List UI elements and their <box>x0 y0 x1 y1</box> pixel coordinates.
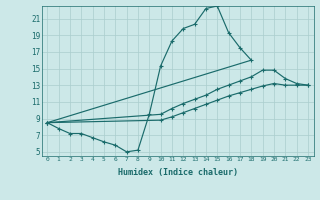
X-axis label: Humidex (Indice chaleur): Humidex (Indice chaleur) <box>118 168 237 177</box>
